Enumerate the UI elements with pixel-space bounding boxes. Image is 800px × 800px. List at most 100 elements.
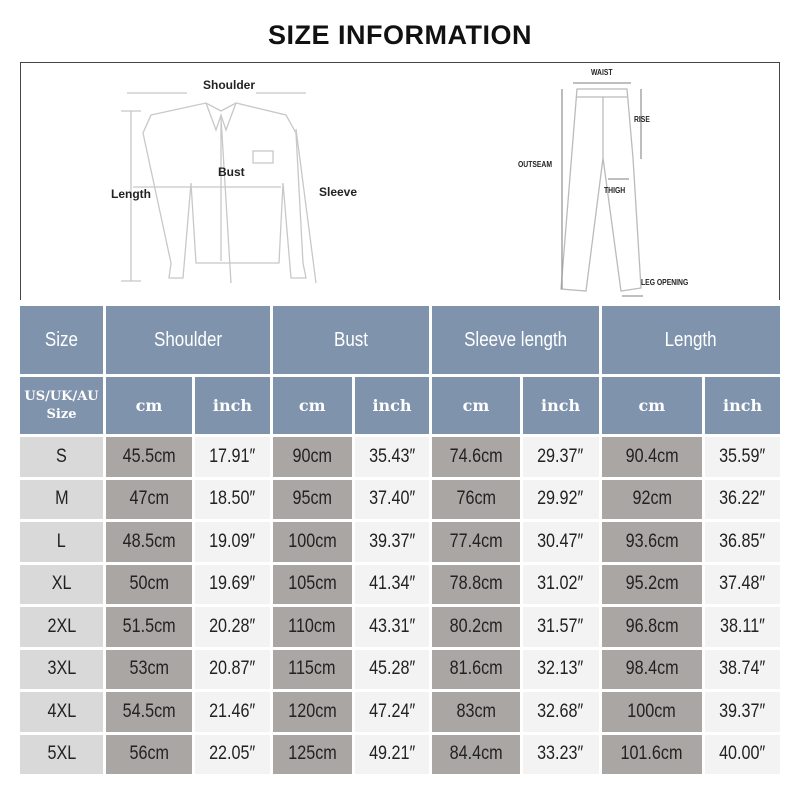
sleeve-label: Sleeve: [319, 185, 358, 199]
size-cell: 3XL: [20, 649, 103, 689]
table-row: XL 50cm 19.69″ 105cm 41.34″ 78.8cm 31.02″ 95.2c…: [20, 564, 780, 604]
inch-cell: 18.50″: [194, 479, 270, 519]
header-size: Size: [20, 306, 103, 374]
header-bust: Bust: [272, 306, 430, 374]
table-row: M 47cm 18.50″ 95cm 37.40″ 76cm 29.92″ 92cm 36.22…: [20, 479, 780, 519]
subheader-inch: inch: [354, 377, 430, 434]
size-diagram: Shoulder Bust Length Sleeve WAIST RISE O…: [20, 62, 780, 300]
cm-cell: 110cm: [272, 607, 352, 647]
subheader-inch: inch: [705, 377, 780, 434]
cm-cell: 95.2cm: [601, 564, 703, 604]
outseam-label: OUTSEAM: [518, 160, 552, 169]
cm-cell: 100cm: [601, 692, 703, 732]
cm-cell: 45.5cm: [106, 437, 192, 477]
subheader-size: US/UK/AU Size: [20, 377, 103, 434]
cm-cell: 81.6cm: [432, 649, 520, 689]
table-row: 5XL 56cm 22.05″ 125cm 49.21″ 84.4cm 33.23″ 101.…: [20, 734, 780, 774]
subheader-inch: inch: [194, 377, 270, 434]
cm-cell: 54.5cm: [106, 692, 192, 732]
bust-label: Bust: [218, 165, 245, 179]
thigh-label: THIGH: [604, 186, 626, 195]
size-cell: 5XL: [20, 734, 103, 774]
inch-cell: 43.31″: [354, 607, 430, 647]
inch-cell: 32.68″: [522, 692, 599, 732]
cm-cell: 78.8cm: [432, 564, 520, 604]
cm-cell: 120cm: [272, 692, 352, 732]
cm-cell: 90.4cm: [601, 437, 703, 477]
waist-label: WAIST: [591, 68, 613, 77]
table-row: 4XL 54.5cm 21.46″ 120cm 47.24″ 83cm 32.68″ 100c…: [20, 692, 780, 732]
table-row: 2XL 51.5cm 20.28″ 110cm 43.31″ 80.2cm 31.57″ 96…: [20, 607, 780, 647]
cm-cell: 115cm: [272, 649, 352, 689]
subheader-cm: cm: [601, 377, 703, 434]
inch-cell: 19.09″: [194, 522, 270, 562]
cm-cell: 90cm: [272, 437, 352, 477]
inch-cell: 19.69″: [194, 564, 270, 604]
size-cell: 2XL: [20, 607, 103, 647]
cm-cell: 98.4cm: [601, 649, 703, 689]
size-cell: M: [20, 479, 103, 519]
inch-cell: 20.28″: [194, 607, 270, 647]
shirt-illustration: [121, 92, 317, 284]
length-label: Length: [111, 187, 151, 201]
cm-cell: 92cm: [601, 479, 703, 519]
cm-cell: 47cm: [106, 479, 192, 519]
shoulder-label: Shoulder: [203, 78, 256, 92]
inch-cell: 29.92″: [522, 479, 599, 519]
cm-cell: 125cm: [272, 734, 352, 774]
pants-illustration: [560, 82, 643, 297]
size-cell: XL: [20, 564, 103, 604]
inch-cell: 32.13″: [522, 649, 599, 689]
inch-cell: 21.46″: [194, 692, 270, 732]
inch-cell: 37.40″: [354, 479, 430, 519]
cm-cell: 100cm: [272, 522, 352, 562]
inch-cell: 37.48″: [705, 564, 780, 604]
table-subheader-row: US/UK/AU Size cm inch cm inch cm inch cm…: [20, 377, 780, 434]
subheader-cm: cm: [106, 377, 192, 434]
inch-cell: 29.37″: [522, 437, 599, 477]
inch-cell: 38.11″: [705, 607, 780, 647]
cm-cell: 74.6cm: [432, 437, 520, 477]
inch-cell: 41.34″: [354, 564, 430, 604]
table-header-row: Size Shoulder Bust Sleeve length Length: [20, 306, 780, 374]
inch-cell: 38.74″: [705, 649, 780, 689]
cm-cell: 84.4cm: [432, 734, 520, 774]
rise-label: RISE: [634, 115, 650, 124]
cm-cell: 77.4cm: [432, 522, 520, 562]
inch-cell: 40.00″: [705, 734, 780, 774]
subheader-cm: cm: [272, 377, 352, 434]
cm-cell: 101.6cm: [601, 734, 703, 774]
table-row: S 45.5cm 17.91″ 90cm 35.43″ 74.6cm 29.37″ 90.4c…: [20, 437, 780, 477]
header-sleeve-length: Sleeve length: [432, 306, 599, 374]
subheader-cm: cm: [432, 377, 520, 434]
table-row: L 48.5cm 19.09″ 100cm 39.37″ 77.4cm 30.47″ 93.6…: [20, 522, 780, 562]
cm-cell: 83cm: [432, 692, 520, 732]
cm-cell: 80.2cm: [432, 607, 520, 647]
cm-cell: 76cm: [432, 479, 520, 519]
cm-cell: 105cm: [272, 564, 352, 604]
inch-cell: 47.24″: [354, 692, 430, 732]
cm-cell: 53cm: [106, 649, 192, 689]
inch-cell: 35.59″: [705, 437, 780, 477]
header-shoulder: Shoulder: [106, 306, 270, 374]
inch-cell: 36.85″: [705, 522, 780, 562]
size-cell: L: [20, 522, 103, 562]
inch-cell: 30.47″: [522, 522, 599, 562]
size-table: Size Shoulder Bust Sleeve length Length …: [17, 303, 783, 777]
inch-cell: 39.37″: [705, 692, 780, 732]
table-row: 3XL 53cm 20.87″ 115cm 45.28″ 81.6cm 32.13″ 98.4…: [20, 649, 780, 689]
cm-cell: 51.5cm: [106, 607, 192, 647]
cm-cell: 56cm: [106, 734, 192, 774]
garment-illustrations: [121, 82, 643, 297]
inch-cell: 35.43″: [354, 437, 430, 477]
inch-cell: 22.05″: [194, 734, 270, 774]
subheader-inch: inch: [522, 377, 599, 434]
cm-cell: 48.5cm: [106, 522, 192, 562]
leg-opening-label: LEG OPENING: [641, 278, 689, 287]
inch-cell: 33.23″: [522, 734, 599, 774]
cm-cell: 96.8cm: [601, 607, 703, 647]
inch-cell: 39.37″: [354, 522, 430, 562]
cm-cell: 93.6cm: [601, 522, 703, 562]
inch-cell: 17.91″: [194, 437, 270, 477]
inch-cell: 45.28″: [354, 649, 430, 689]
